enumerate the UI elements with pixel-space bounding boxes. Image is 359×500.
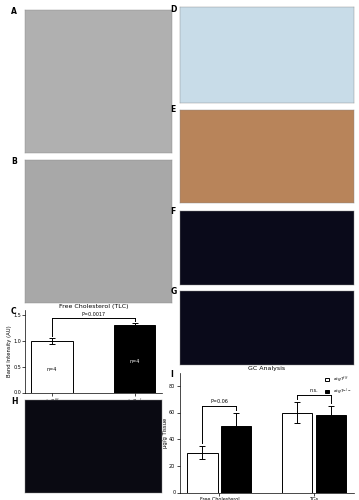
Text: H: H [11, 398, 17, 406]
Text: G: G [171, 288, 177, 296]
Title: GC Analysis: GC Analysis [248, 366, 285, 372]
Text: n=4: n=4 [47, 367, 57, 372]
Text: P=0.06: P=0.06 [210, 399, 228, 404]
Text: n.s.: n.s. [309, 388, 318, 393]
Bar [114, 326, 155, 392]
Text: I: I [171, 370, 173, 379]
Text: E: E [171, 105, 176, 114]
Text: B: B [11, 158, 17, 166]
Text: n=4: n=4 [130, 359, 140, 364]
Bar [281, 412, 312, 492]
Y-axis label: μg/g Tissue: μg/g Tissue [163, 418, 168, 448]
Title: Free Cholesterol (TLC): Free Cholesterol (TLC) [59, 304, 128, 309]
Text: A: A [11, 8, 17, 16]
Bar [222, 426, 252, 492]
Bar [187, 452, 218, 492]
Text: D: D [171, 5, 177, 14]
Bar [316, 415, 346, 492]
Text: P=0.0017: P=0.0017 [81, 312, 106, 316]
Text: F: F [171, 208, 176, 216]
Y-axis label: Band Intensity (AU): Band Intensity (AU) [7, 326, 12, 377]
Legend: $atg7^{f/f}$, $atg7^{-/-}$: $atg7^{f/f}$, $atg7^{-/-}$ [325, 374, 351, 396]
Text: C: C [11, 308, 17, 316]
Bar [31, 341, 73, 392]
